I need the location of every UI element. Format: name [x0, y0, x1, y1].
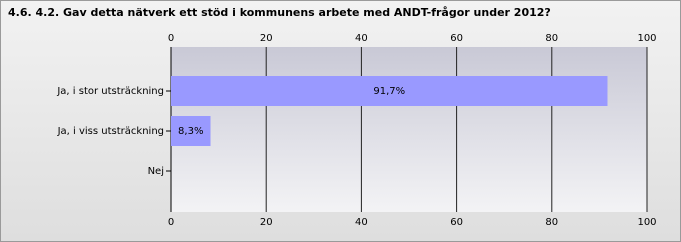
x-tick-label: 40	[355, 217, 368, 228]
x-tick-label: 0	[168, 217, 174, 228]
x-tick-label: 100	[637, 33, 656, 44]
value-label: 91,7%	[373, 86, 405, 97]
x-tick-label: 60	[450, 33, 463, 44]
y-tick-label: Ja, i viss utsträckning	[57, 126, 164, 137]
x-tick-label: 20	[260, 217, 273, 228]
x-tick-label: 60	[450, 217, 463, 228]
chart-title: 4.6. 4.2. Gav detta nätverk ett stöd i k…	[8, 6, 551, 19]
y-tick-label: Ja, i stor utsträckning	[56, 86, 164, 97]
x-tick-label: 100	[637, 217, 656, 228]
x-tick-label: 40	[355, 33, 368, 44]
x-tick-label: 80	[545, 217, 558, 228]
x-tick-label: 80	[545, 33, 558, 44]
value-label: 8,3%	[178, 126, 203, 137]
plot-area	[171, 47, 647, 212]
x-tick-label: 0	[168, 33, 174, 44]
y-tick-label: Nej	[148, 166, 164, 177]
x-tick-label: 20	[260, 33, 273, 44]
bar	[171, 116, 211, 146]
bar	[171, 76, 608, 106]
